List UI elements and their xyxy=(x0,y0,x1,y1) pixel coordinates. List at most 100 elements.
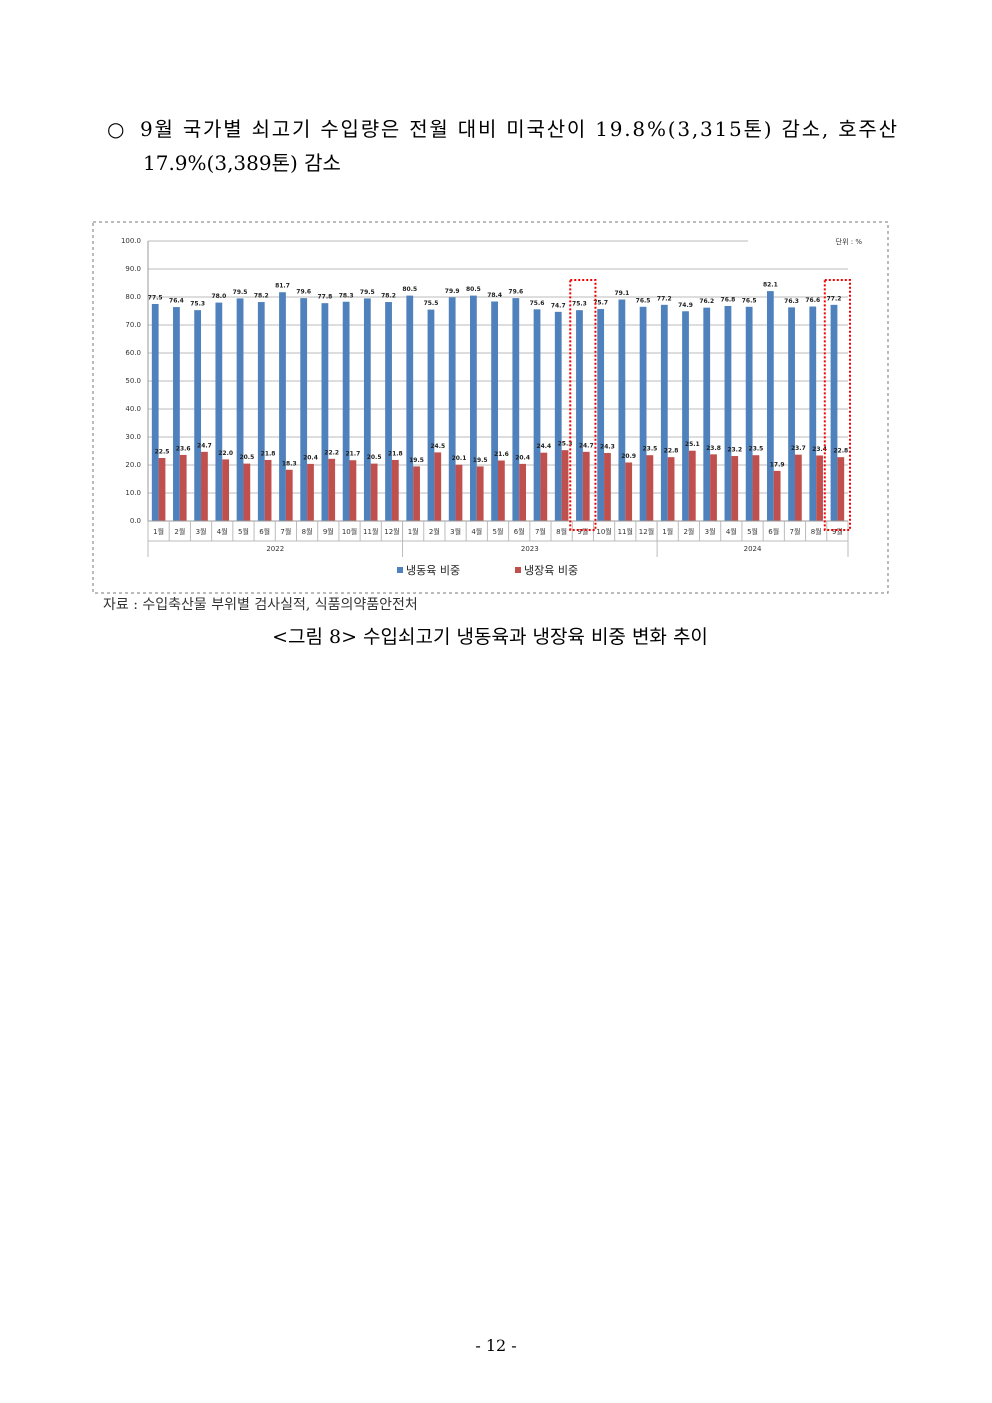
bar xyxy=(427,309,435,521)
value-label: 77.2 xyxy=(657,295,672,302)
bar xyxy=(554,311,562,521)
x-tick-label: 11월 xyxy=(363,527,378,536)
paragraph-line: 9월 국가별 쇠고기 수입량은 전월 대비 미국산이 19.8%(3,315톤)… xyxy=(140,117,897,141)
bar xyxy=(809,306,817,521)
value-label: 77.2 xyxy=(827,295,842,302)
source: 자료 : 수입축산물 부위별 검사실적, 식품의약품안전처 xyxy=(103,597,418,613)
x-tick-label: 5월 xyxy=(747,527,758,536)
bar xyxy=(406,295,414,521)
bar xyxy=(561,450,569,521)
bar xyxy=(448,297,456,521)
value-label: 22.8 xyxy=(833,448,848,455)
x-tick-label: 1월 xyxy=(408,527,419,536)
bar xyxy=(597,309,605,521)
chart: 0.0 10.0 20.0 30.0 40.0 50.0 60.0 70.0 80.0 90.0 1… xyxy=(121,237,862,577)
x-tick-label: 8월 xyxy=(302,527,313,536)
value-label: 76.3 xyxy=(784,298,799,305)
value-label: 77.5 xyxy=(148,295,163,302)
y-tick-label: 100.0 xyxy=(121,237,141,245)
bar xyxy=(682,311,689,521)
bar xyxy=(703,307,711,521)
x-tick-label: 7월 xyxy=(790,527,801,536)
bar xyxy=(264,459,272,521)
bar xyxy=(752,455,760,521)
value-label: 79.1 xyxy=(614,290,629,297)
value-label: 24.4 xyxy=(536,443,551,450)
x-tick-label: 12월 xyxy=(384,527,399,536)
bar xyxy=(512,298,520,521)
bar xyxy=(300,298,308,521)
value-label: 17.9 xyxy=(770,461,785,468)
bar xyxy=(667,457,675,521)
value-label: 23.2 xyxy=(727,447,742,454)
bar xyxy=(498,460,505,521)
x-tick-label: 7월 xyxy=(280,527,291,536)
y-tick-label: 0.0 xyxy=(130,517,141,525)
bar xyxy=(533,309,541,521)
caption: <그림 8> 수입쇠고기 냉동육과 냉장육 비중 변화 추이 xyxy=(272,626,708,648)
y-tick-label: 30.0 xyxy=(125,433,141,441)
value-label: 23.7 xyxy=(791,445,806,452)
bar xyxy=(639,306,647,521)
bar xyxy=(618,299,626,521)
bar xyxy=(773,470,781,521)
x-tick-label: 3월 xyxy=(705,527,716,536)
value-label: 79.6 xyxy=(296,289,311,296)
bar xyxy=(745,306,753,521)
x-group-label: 2023 xyxy=(521,545,539,553)
value-label: 77.8 xyxy=(318,294,333,301)
x-tick-label: 7월 xyxy=(535,527,546,536)
x-tick-label: 9월 xyxy=(832,527,843,536)
bar xyxy=(257,302,265,521)
value-label: 21.7 xyxy=(346,451,361,458)
highlight-box xyxy=(823,279,852,531)
value-label: 79.6 xyxy=(508,289,523,296)
x-tick-label: 2월 xyxy=(174,527,185,536)
value-label: 79.5 xyxy=(233,289,248,296)
value-label: 25.1 xyxy=(685,441,700,448)
bar xyxy=(540,452,548,521)
x-tick-label: 10월 xyxy=(342,527,357,536)
bar xyxy=(625,462,633,521)
x-tick-label: 6월 xyxy=(768,527,779,536)
value-label: 24.3 xyxy=(600,443,615,450)
value-label: 20.9 xyxy=(621,453,636,460)
x-tick-label: 9월 xyxy=(577,527,588,536)
value-label: 18.3 xyxy=(282,460,297,467)
legend-label: 냉동육 비중 xyxy=(406,564,460,577)
bar xyxy=(236,298,244,521)
bar xyxy=(385,302,392,521)
value-label: 76.2 xyxy=(699,298,714,305)
bar xyxy=(151,304,159,521)
value-label: 76.4 xyxy=(169,298,184,305)
value-label: 23.6 xyxy=(176,445,191,452)
x-tick-label: 12월 xyxy=(639,527,654,536)
legend-label: 냉장육 비중 xyxy=(524,564,578,577)
bar xyxy=(243,463,251,521)
bar xyxy=(349,460,357,521)
value-label: 24.7 xyxy=(579,442,594,449)
y-tick-label: 90.0 xyxy=(125,265,141,273)
bar xyxy=(222,459,230,521)
bar xyxy=(370,463,378,521)
bar xyxy=(788,307,795,521)
value-label: 76.5 xyxy=(742,297,757,304)
bar xyxy=(688,450,696,521)
x-tick-label: 10월 xyxy=(596,527,611,536)
legend-swatch xyxy=(397,567,403,573)
bar xyxy=(576,310,583,521)
x-tick-label: 6월 xyxy=(259,527,270,536)
chart-frame xyxy=(92,221,889,594)
value-label: 22.5 xyxy=(155,449,170,456)
bar xyxy=(830,304,838,521)
x-tick-label: 1월 xyxy=(153,527,164,536)
bar xyxy=(201,451,208,521)
x-tick-label: 6월 xyxy=(514,527,525,536)
bar xyxy=(215,302,223,521)
x-tick-label: 2월 xyxy=(429,527,440,536)
bar xyxy=(179,454,187,521)
value-label: 80.5 xyxy=(402,286,417,293)
value-label: 76.5 xyxy=(636,297,651,304)
